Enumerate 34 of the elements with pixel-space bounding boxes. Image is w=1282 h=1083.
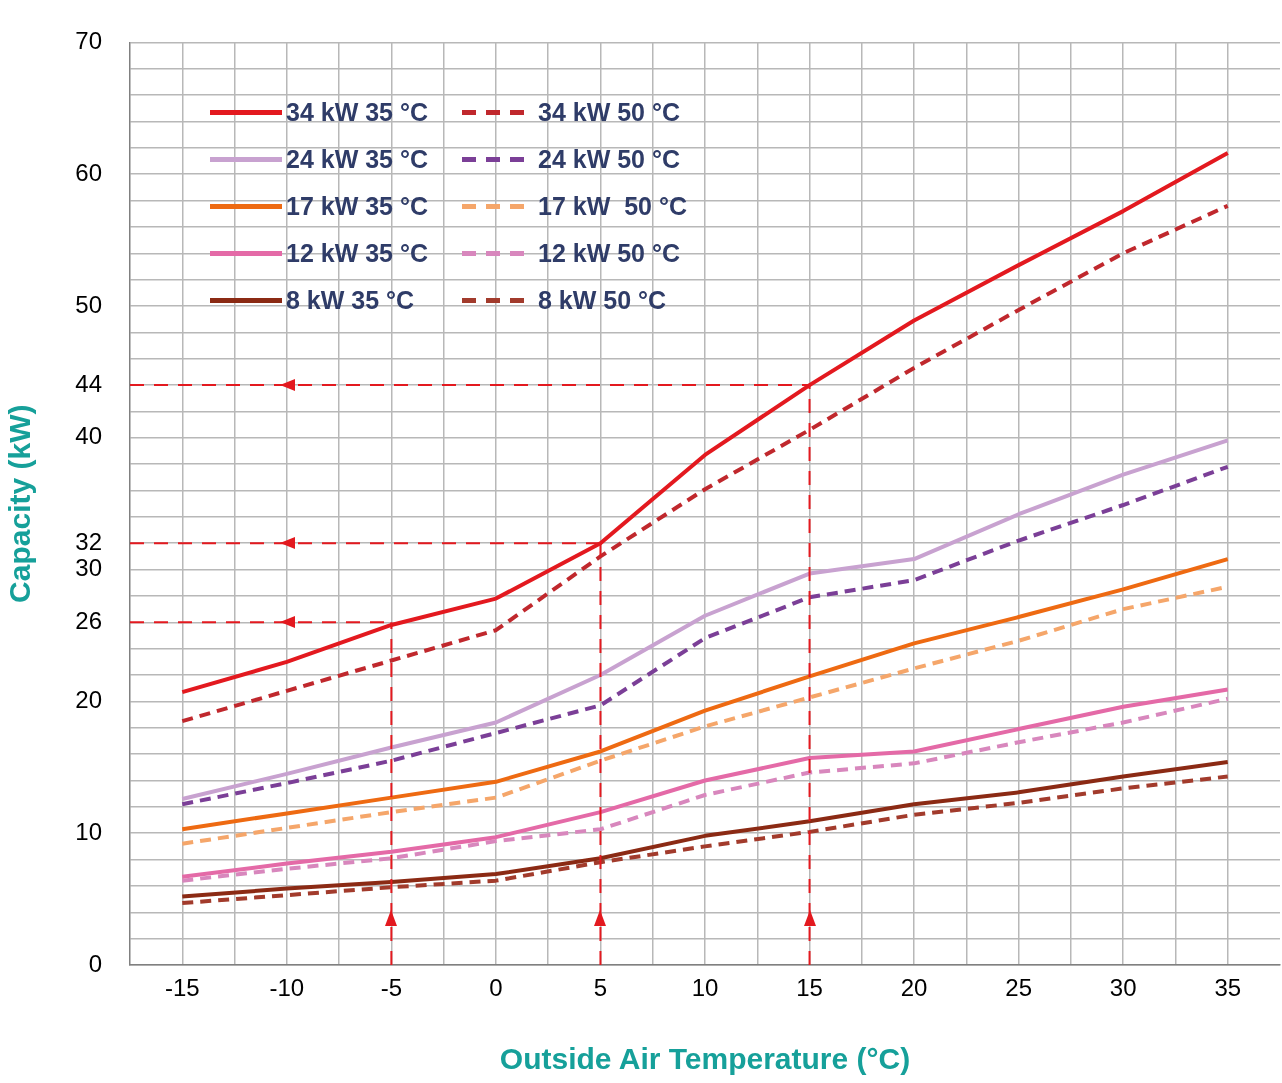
y-tick-label: 40 [75,422,102,450]
legend-label: 12 kW 35 °C [286,239,429,268]
x-tick-label: -10 [269,974,305,1002]
y-tick-label: 44 [75,369,102,397]
legend-label: 24 kW 50 °C [538,145,681,174]
legend-label: 24 kW 35 °C [286,145,429,174]
y-tick-label: 10 [75,817,102,845]
x-tick-label: 15 [796,974,823,1002]
x-axis-title: Outside Air Temperature (°C) [499,1042,911,1076]
x-tick-label: 10 [691,974,719,1002]
legend-label: 34 kW 50 °C [538,98,681,127]
x-tick-label: -5 [380,974,403,1002]
y-tick-label: 20 [75,686,102,714]
x-tick-label: 30 [1109,974,1137,1002]
x-tick-label: 20 [900,974,928,1002]
legend-label: 12 kW 50 °C [538,239,681,268]
y-axis-title: Capacity (kW) [3,404,37,603]
y-tick-label: 70 [75,27,102,55]
y-tick-label: 0 [88,949,102,977]
y-tick-label: 30 [75,554,102,582]
x-tick-label: -15 [164,974,200,1002]
x-tick-label: 35 [1214,974,1242,1002]
y-tick-label: 32 [75,527,102,555]
y-tick-label: 50 [75,290,102,318]
legend-label: 8 kW 35 °C [286,286,415,315]
legend-label: 17 kW 50 °C [538,192,687,221]
x-tick-label: 0 [489,974,503,1002]
legend-label: 8 kW 50 °C [538,286,667,315]
legend-label: 34 kW 35 °C [286,98,429,127]
y-tick-label: 60 [75,158,102,186]
legend-label: 17 kW 35 °C [286,192,429,221]
x-tick-label: 5 [593,974,608,1002]
y-tick-label: 26 [75,606,102,634]
x-tick-label: 25 [1005,974,1032,1002]
